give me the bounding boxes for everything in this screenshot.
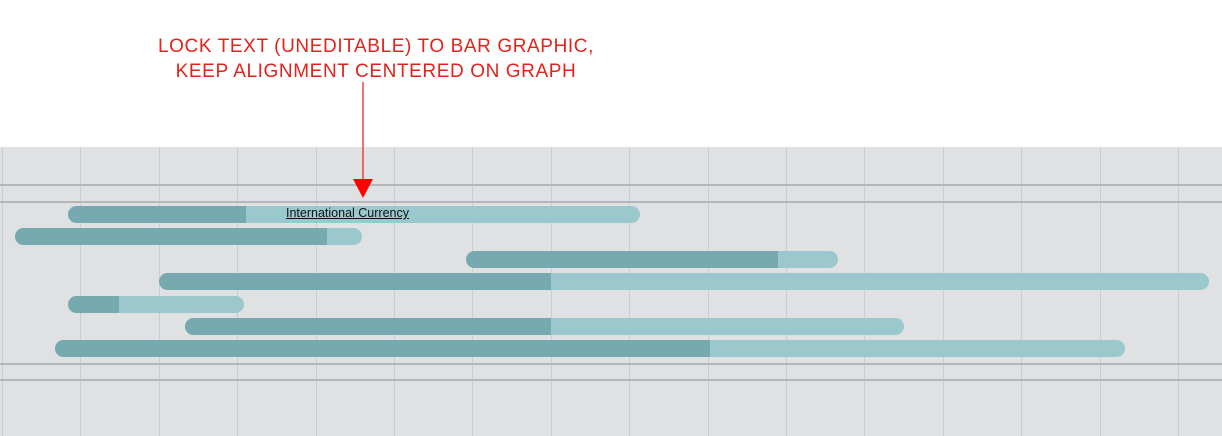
grid-line [158,147,160,436]
bar-label: International Currency [286,206,409,220]
grid-line [472,147,474,436]
task-progress [184,318,552,335]
task-bar[interactable] [68,206,641,223]
divider [0,363,1222,365]
task-progress [465,250,779,268]
arrow-icon [353,82,373,198]
task-bar[interactable] [465,250,839,268]
grid-line [707,147,709,436]
annotation-line-2: KEEP ALIGNMENT CENTERED ON GRAPH [175,61,577,82]
divider [0,201,1222,203]
task-progress [14,228,328,246]
grid-line [864,147,866,436]
grid-line [942,147,944,436]
task-bar[interactable] [184,318,905,335]
grid-line [80,147,82,436]
grid-line [786,147,787,436]
task-bar[interactable] [54,340,1126,358]
grid-line [1021,147,1023,436]
grid-line [550,147,552,436]
divider [0,184,1222,186]
task-progress [68,295,119,313]
annotation-note: LOCK TEXT (UNEDITABLE) TO BAR GRAPHIC, K… [0,34,752,84]
grid-line [629,147,631,436]
grid-line [315,147,317,436]
task-progress [54,340,710,358]
gantt-area [0,147,1222,436]
annotation-line-1: LOCK TEXT (UNEDITABLE) TO BAR GRAPHIC, [158,36,594,57]
task-bar[interactable] [68,295,245,313]
grid-line [1099,147,1101,436]
task-progress [158,273,552,291]
task-bar[interactable] [14,228,362,246]
task-progress [68,206,246,223]
grid-line [2,147,3,436]
grid-line [1178,147,1179,436]
task-bar[interactable] [158,273,1209,291]
divider [0,379,1222,381]
grid-line [237,147,239,436]
grid-line [394,147,395,436]
